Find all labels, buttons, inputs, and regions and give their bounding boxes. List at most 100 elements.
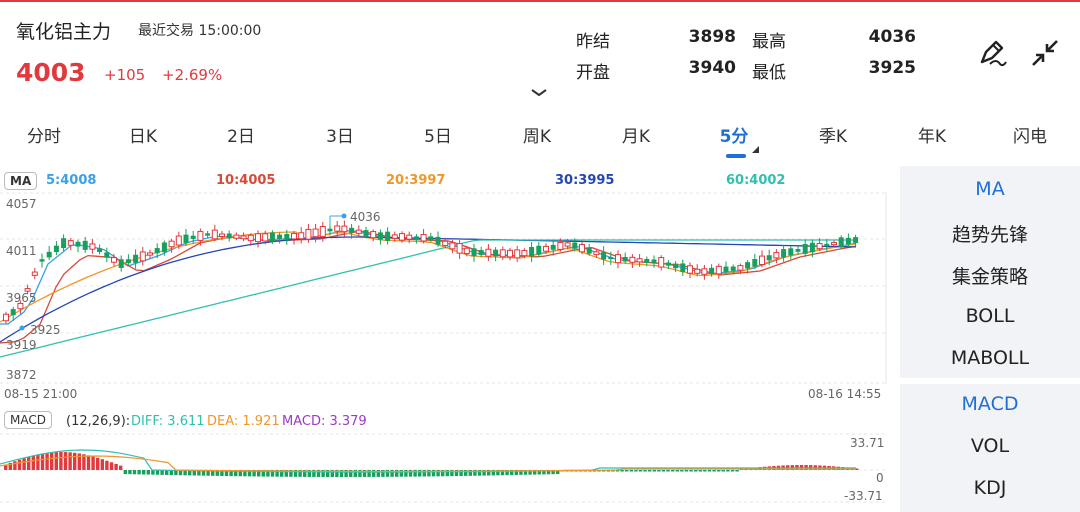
- macd-bar: [381, 470, 385, 477]
- candle-body: [795, 249, 801, 252]
- macd-bar: [372, 470, 376, 477]
- tab-monthly-k[interactable]: 月K: [621, 127, 651, 147]
- macd-dea-line: [0, 455, 856, 473]
- macd-bar: [385, 470, 390, 477]
- candle-body: [529, 246, 535, 257]
- macd-bar: [500, 470, 505, 476]
- macd-bar: [86, 455, 91, 470]
- candle-body: [327, 228, 333, 232]
- tab-intraday[interactable]: 分时: [27, 127, 61, 147]
- ma20-value: 20:3997: [386, 173, 446, 188]
- indicator-boll[interactable]: BOLL: [965, 305, 1015, 327]
- indicator-panel: MA 趋势先锋 集金策略 BOLL MABOLL MACD VOL KDJ: [900, 166, 1080, 512]
- macd-bar: [703, 470, 707, 472]
- macd-bar: [4, 464, 8, 470]
- macd-bar: [441, 470, 445, 477]
- candle-body: [658, 257, 665, 268]
- candle-body: [816, 242, 823, 250]
- tab-yearly-k[interactable]: 年K: [917, 127, 947, 147]
- chart-area[interactable]: [0, 166, 900, 512]
- last-trade-value: 15:00:00: [198, 23, 262, 39]
- macd-bar: [634, 470, 638, 472]
- macd-bar: [482, 470, 486, 476]
- candle-body: [636, 258, 643, 263]
- ma60-line: [0, 239, 856, 358]
- candle-body: [82, 240, 88, 250]
- tab-quarterly-k[interactable]: 季K: [818, 127, 848, 147]
- indicator-vol[interactable]: VOL: [970, 435, 1010, 457]
- tab-flash[interactable]: 闪电: [1013, 127, 1047, 147]
- macd-bar: [307, 470, 311, 477]
- tab-5-day[interactable]: 5日: [424, 127, 452, 147]
- macd-bar: [142, 470, 146, 475]
- tab-2-day[interactable]: 2日: [227, 127, 255, 147]
- candle-body: [89, 243, 96, 250]
- end-time-label: 08-16 14:55: [808, 387, 882, 401]
- candle-body: [564, 242, 571, 247]
- macd-bar: [169, 470, 173, 476]
- tab-3-day[interactable]: 3日: [326, 127, 354, 147]
- candle-body: [349, 227, 355, 233]
- candle-body: [391, 234, 398, 239]
- start-time-label: 08-15 21:00: [4, 387, 78, 401]
- candle-body: [420, 234, 427, 242]
- macd-bar: [427, 470, 431, 477]
- macd-bar: [413, 470, 417, 477]
- macd-bar: [105, 460, 109, 470]
- indicator-maboll[interactable]: MABOLL: [950, 347, 1030, 369]
- macd-tag[interactable]: MACD: [4, 411, 52, 429]
- macd-bar: [330, 470, 334, 477]
- macd-bar: [183, 470, 187, 476]
- macd-bar: [270, 470, 275, 477]
- tab-daily-k[interactable]: 日K: [128, 127, 158, 147]
- chevron-down-icon[interactable]: [530, 88, 548, 98]
- tab-5-min[interactable]: 5分: [719, 127, 749, 147]
- candle-body: [615, 254, 621, 264]
- macd-params: (12,26,9):: [66, 414, 131, 429]
- macd-bar: [82, 454, 86, 470]
- candle-body: [845, 237, 851, 245]
- fullscreen-icon[interactable]: [1028, 36, 1062, 70]
- macd-bar: [533, 470, 537, 475]
- macd-bar: [188, 470, 192, 476]
- high-value: 4036: [868, 27, 916, 47]
- macd-bar: [638, 470, 643, 472]
- macd-bar: [59, 452, 63, 470]
- macd-bar: [63, 452, 68, 470]
- high-marker-dot: [341, 213, 347, 219]
- macd-bar: [671, 470, 675, 472]
- macd-bar: [77, 453, 81, 470]
- indicator-gold-strategy[interactable]: 集金策略: [951, 266, 1028, 288]
- candle-body: [161, 242, 167, 253]
- indicator-trend-pioneer[interactable]: 趋势先锋: [951, 224, 1028, 246]
- macd-bar: [625, 470, 629, 472]
- candle-body: [133, 254, 139, 263]
- macd-bar: [542, 470, 546, 475]
- indicator-kdj[interactable]: KDJ: [973, 477, 1007, 499]
- pen-draw-icon[interactable]: [976, 36, 1010, 70]
- macd-bar: [68, 452, 72, 470]
- ma-tag[interactable]: MA: [4, 172, 38, 190]
- candle-body: [737, 265, 744, 271]
- macd-bar: [620, 470, 624, 472]
- candle-body: [226, 233, 232, 239]
- indicator-macd[interactable]: MACD: [961, 393, 1019, 415]
- ma30-line: [0, 236, 857, 343]
- tab-dropdown-indicator[interactable]: [752, 146, 759, 153]
- top-accent-line: [0, 0, 1080, 2]
- tab-weekly-k[interactable]: 周K: [522, 127, 552, 147]
- macd-chart[interactable]: [0, 432, 890, 504]
- macd-bar: [450, 470, 454, 477]
- macd-bar: [234, 470, 238, 477]
- candle-body: [211, 229, 218, 240]
- candle-body: [715, 265, 722, 275]
- candle-body: [809, 242, 815, 253]
- indicator-ma[interactable]: MA: [975, 178, 1005, 200]
- quote-header: 氧化铝主力 最近交易 15:00:00 4003 +105 +2.69% 昨结 …: [0, 0, 1080, 118]
- candlestick-chart[interactable]: [0, 192, 890, 384]
- macd-bar: [312, 470, 316, 477]
- macd-bar: [418, 470, 422, 477]
- macd-bar: [211, 470, 215, 476]
- open-value: 3940: [688, 58, 736, 78]
- macd-dea: DEA: 1.921: [207, 414, 280, 429]
